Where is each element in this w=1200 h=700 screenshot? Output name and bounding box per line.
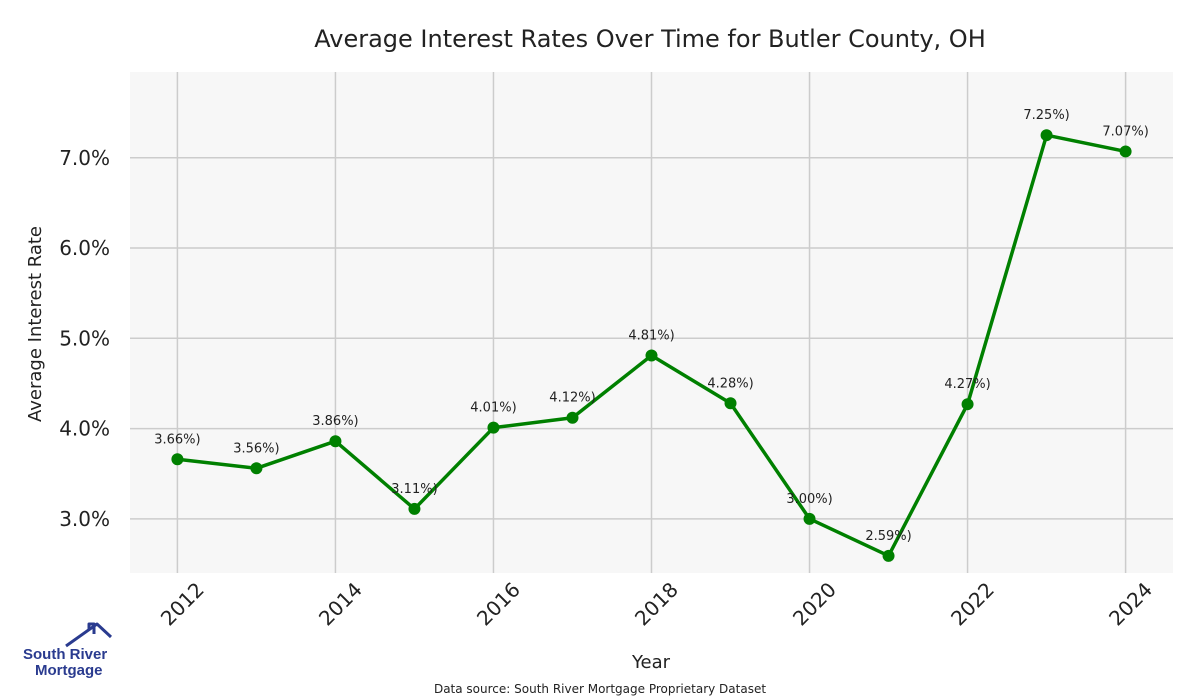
data-point: [645, 349, 658, 362]
data-label: 3.56%): [233, 441, 279, 456]
y-tick-label: 4.0%: [59, 417, 110, 441]
x-tick-label: 2020: [788, 577, 841, 630]
data-label: 7.25%): [1023, 108, 1069, 123]
data-point: [1040, 129, 1053, 142]
data-point: [961, 398, 974, 411]
x-tick-label: 2024: [1104, 577, 1157, 630]
y-axis-label: Average Interest Rate: [25, 226, 46, 422]
data-label: 4.01%): [470, 401, 516, 416]
grid-lines: [130, 72, 1173, 573]
data-source-note: Data source: South River Mortgage Propri…: [434, 682, 766, 696]
data-label: 3.66%): [154, 432, 200, 447]
data-point: [329, 435, 342, 448]
y-tick-label: 6.0%: [59, 236, 110, 260]
data-label: 3.00%): [786, 492, 832, 507]
data-label: 4.81%): [628, 328, 674, 343]
data-label: 4.12%): [549, 391, 595, 406]
data-point: [724, 397, 737, 410]
data-label: 3.11%): [391, 482, 437, 497]
data-point: [1119, 145, 1132, 158]
x-tick-label: 2018: [630, 577, 683, 630]
series-layer: 3.66%) 3.56%) 3.86%) 3.11%) 4.01%) 4.12%) 4.81…: [154, 108, 1149, 562]
y-tick-labels: 3.0% 4.0% 5.0% 6.0% 7.0%: [59, 146, 110, 531]
chart-title: Average Interest Rates Over Time for But…: [314, 25, 986, 53]
y-tick-label: 7.0%: [59, 146, 110, 170]
y-tick-label: 3.0%: [59, 507, 110, 531]
x-tick-label: 2022: [946, 577, 999, 630]
x-tick-labels: 2012 2014 2016 2018 2020 2022 2024: [156, 577, 1157, 630]
y-tick-label: 5.0%: [59, 326, 110, 350]
data-label: 4.27%): [944, 377, 990, 392]
x-tick-label: 2014: [314, 577, 367, 630]
data-label: 7.07%): [1102, 124, 1148, 139]
house-icon: [65, 622, 113, 648]
x-axis-label: Year: [631, 652, 671, 673]
x-tick-label: 2016: [472, 577, 525, 630]
data-label: 2.59%): [865, 529, 911, 544]
data-point: [408, 502, 421, 515]
data-point: [566, 411, 579, 424]
x-tick-label: 2012: [156, 577, 209, 630]
data-point: [250, 462, 263, 475]
data-label: 4.28%): [707, 376, 753, 391]
data-point: [487, 421, 500, 434]
company-logo: South River Mortgage: [23, 622, 113, 679]
data-point: [803, 512, 816, 525]
data-label: 3.86%): [312, 414, 358, 429]
logo-line-1: South River: [23, 646, 107, 663]
logo-line-2: Mortgage: [35, 662, 103, 679]
data-point: [171, 453, 184, 466]
data-point: [882, 549, 895, 562]
